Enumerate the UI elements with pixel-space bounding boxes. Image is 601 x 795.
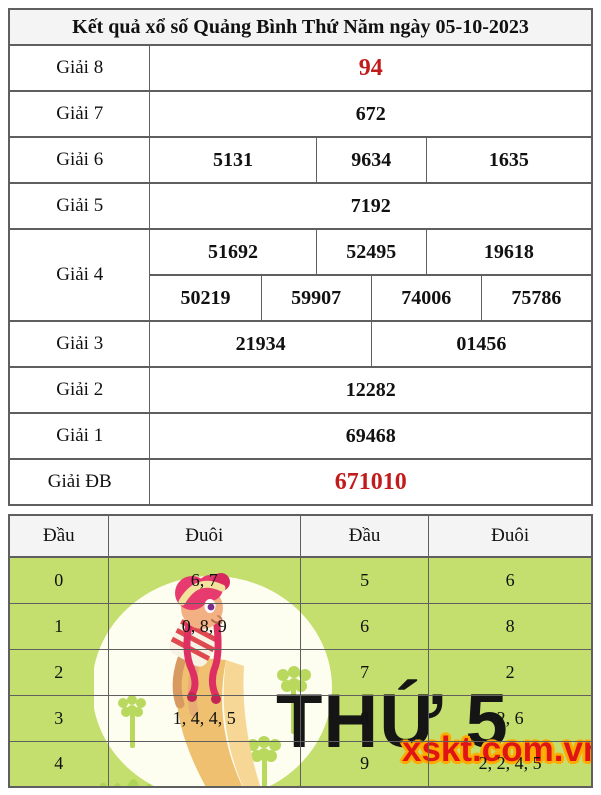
prize-label: Giải 3 (56, 333, 104, 354)
head-tail-row: 0 6, 7 5 6 (8, 556, 593, 604)
prize-value: 12282 (345, 378, 396, 401)
tail-cell: 2, 2, 4, 5 (428, 740, 593, 788)
prize-label: Giải 6 (56, 149, 104, 170)
prize-value: 94 (358, 54, 383, 81)
head-tail-row: 3 1, 4, 4, 5 8 2, 6 (8, 694, 593, 742)
prize-row-g4: Giải 4 51692 52495 19618 50219 59907 740… (10, 228, 591, 320)
head-cell: 8 (299, 694, 430, 742)
prize-value: 52495 (315, 230, 426, 274)
prize-value: 1635 (425, 138, 591, 182)
prize-label: Giải ĐB (47, 471, 112, 492)
head-cell: 1 (8, 602, 109, 650)
prize-value: 9634 (315, 138, 426, 182)
tail-cell: 0, 8, 9 (107, 602, 301, 650)
prize-row-gdb: Giải ĐB 671010 (10, 458, 591, 504)
prize-label: Giải 2 (56, 379, 104, 400)
prize-label: Giải 1 (56, 425, 104, 446)
head-tail-row: 1 0, 8, 9 6 8 (8, 602, 593, 650)
head-cell: 3 (8, 694, 109, 742)
prize-value: 7192 (350, 194, 391, 217)
head-cell: 9 (299, 740, 430, 788)
head-cell: 0 (8, 556, 109, 604)
tail-cell: 2, 6 (428, 694, 593, 742)
head-tail-table: Đầu Đuôi Đầu Đuôi 0 6, 7 5 6 1 0, 8, 9 6… (8, 514, 593, 788)
prize-label: Giải 5 (56, 195, 104, 216)
head-cell: 6 (299, 602, 430, 650)
prize-row-g8: Giải 8 94 (10, 46, 591, 90)
head-cell: 2 (8, 648, 109, 696)
prize-label: Giải 7 (56, 103, 104, 124)
tail-cell: 6 (428, 556, 593, 604)
head-tail-row: 2 7 2 (8, 648, 593, 696)
prize-value: 51692 (208, 240, 259, 263)
prize-value: 59907 (260, 276, 371, 320)
prize-row-g7: Giải 7 672 (10, 90, 591, 136)
column-header-dau: Đầu (8, 514, 109, 558)
head-tail-header-row: Đầu Đuôi Đầu Đuôi (8, 514, 593, 558)
tail-cell: 2 (428, 648, 593, 696)
prize-value: 50219 (180, 286, 231, 309)
prize-row-g5: Giải 5 7192 (10, 182, 591, 228)
tail-cell: 6, 7 (107, 556, 301, 604)
prize-value: 672 (355, 102, 386, 125)
column-header-dau: Đầu (299, 514, 430, 558)
prize-row-g6: Giải 6 5131 9634 1635 (10, 136, 591, 182)
tail-cell (107, 740, 301, 788)
prize-row-g1: Giải 1 69468 (10, 412, 591, 458)
prize-value: 671010 (334, 468, 407, 495)
prize-value: 74006 (370, 276, 481, 320)
prize-row-g2: Giải 2 12282 (10, 366, 591, 412)
head-cell: 4 (8, 740, 109, 788)
prize-row-g3: Giải 3 21934 01456 (10, 320, 591, 366)
head-tail-section: THỨ 5 xskt.com.vn Đầu Đuôi Đầu Đuôi 0 6,… (8, 514, 593, 788)
tail-cell (107, 648, 301, 696)
prize-value: 01456 (370, 322, 591, 366)
prize-value: 19618 (425, 230, 591, 274)
column-header-duoi: Đuôi (428, 514, 593, 558)
column-header-duoi: Đuôi (107, 514, 301, 558)
head-cell: 5 (299, 556, 430, 604)
prize-value: 21934 (235, 332, 286, 355)
prize-value: 5131 (213, 148, 254, 171)
head-cell: 7 (299, 648, 430, 696)
page-title: Kết quả xổ số Quảng Bình Thứ Năm ngày 05… (8, 8, 593, 46)
tail-cell: 8 (428, 602, 593, 650)
prize-value: 75786 (480, 276, 591, 320)
prize-results-table: Giải 8 94 Giải 7 672 Giải 6 5131 9634 16… (8, 46, 593, 506)
tail-cell: 1, 4, 4, 5 (107, 694, 301, 742)
prize-label: Giải 8 (56, 57, 104, 78)
head-tail-row: 4 9 2, 2, 4, 5 (8, 740, 593, 788)
prize-label: Giải 4 (56, 264, 104, 285)
prize-value: 69468 (345, 424, 396, 447)
